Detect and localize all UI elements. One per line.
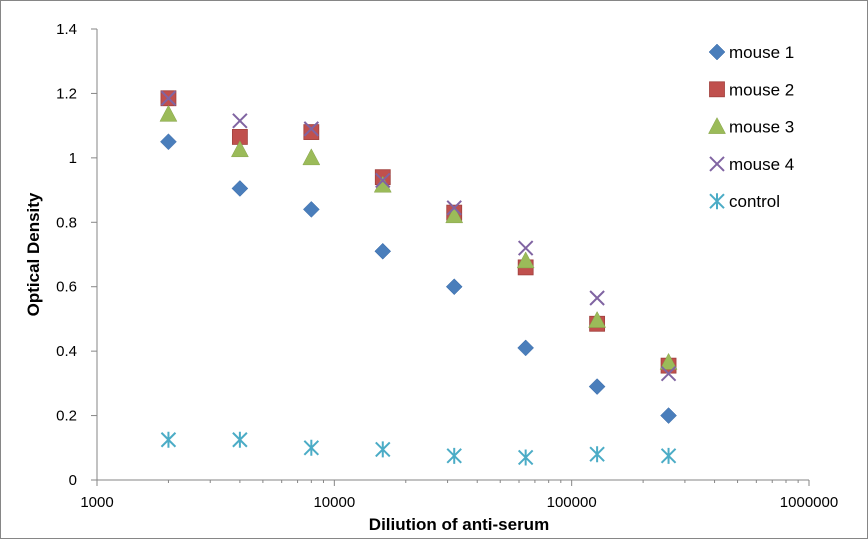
point-mouse-4: [589, 290, 605, 306]
axes: 0 0.2 0.4 0.6 0.8 1 1.2 1.4 1000 10000 100000 10000…: [56, 21, 838, 511]
point-mouse-1: [231, 180, 249, 197]
legend-label-mouse-3: mouse 3: [729, 118, 794, 137]
point-control: [660, 447, 677, 464]
point-control: [446, 447, 462, 464]
y-tick-label: 1.4: [56, 21, 77, 38]
legend: mouse 1 mouse 2 mouse 3 mouse 4 control: [708, 43, 794, 211]
point-mouse-3: [588, 311, 607, 328]
data-points: [159, 90, 678, 466]
point-mouse-3: [302, 148, 321, 166]
legend-marker-mouse-1: [708, 43, 726, 61]
point-mouse-1: [302, 201, 320, 218]
legend-label-mouse-4: mouse 4: [729, 155, 794, 174]
y-tick-label: 0.4: [56, 343, 77, 360]
y-tick-label: 0.6: [56, 279, 77, 296]
legend-marker-mouse-2: [709, 81, 725, 98]
y-axis-title: Optical Density: [24, 192, 43, 316]
point-control: [517, 449, 534, 466]
y-tick-label: 0: [69, 472, 77, 489]
point-control: [303, 439, 320, 456]
point-mouse-4: [517, 240, 534, 256]
x-tick-label: 100000: [547, 494, 597, 511]
y-tick-label: 0.8: [56, 214, 77, 231]
point-mouse-4: [446, 200, 462, 216]
point-mouse-1: [517, 339, 535, 357]
legend-marker-mouse-4: [709, 156, 725, 172]
x-tick-label: 10000: [313, 494, 355, 511]
x-axis-title: Diliution of anti-serum: [369, 515, 549, 534]
legend-marker-control: [709, 193, 725, 210]
point-mouse-3: [445, 206, 464, 224]
point-mouse-4: [660, 365, 677, 382]
x-tick-label: 1000000: [780, 494, 838, 511]
legend-label-control: control: [729, 192, 780, 211]
point-mouse-1: [445, 278, 463, 296]
point-mouse-3: [159, 104, 178, 122]
point-mouse-3: [659, 352, 678, 370]
point-mouse-4: [375, 172, 391, 189]
point-control: [589, 446, 605, 463]
point-mouse-4: [232, 113, 248, 129]
point-mouse-3: [230, 140, 249, 158]
point-control: [375, 441, 391, 458]
point-mouse-1: [660, 407, 677, 424]
legend-label-mouse-2: mouse 2: [729, 80, 794, 99]
y-tick-label: 0.2: [56, 408, 77, 425]
point-mouse-4: [160, 90, 177, 106]
point-mouse-1: [588, 378, 606, 395]
point-mouse-4: [303, 121, 320, 137]
y-tick-label: 1.2: [56, 85, 77, 102]
legend-label-mouse-1: mouse 1: [729, 43, 794, 62]
y-tick-label: 1: [69, 150, 77, 167]
x-tick-label: 1000: [80, 494, 113, 511]
legend-marker-mouse-3: [708, 117, 726, 134]
point-mouse-2: [303, 124, 320, 140]
point-control: [232, 431, 248, 448]
point-mouse-1: [374, 242, 392, 260]
point-mouse-1: [160, 133, 177, 151]
point-control: [160, 431, 177, 448]
point-mouse-3: [516, 251, 535, 269]
